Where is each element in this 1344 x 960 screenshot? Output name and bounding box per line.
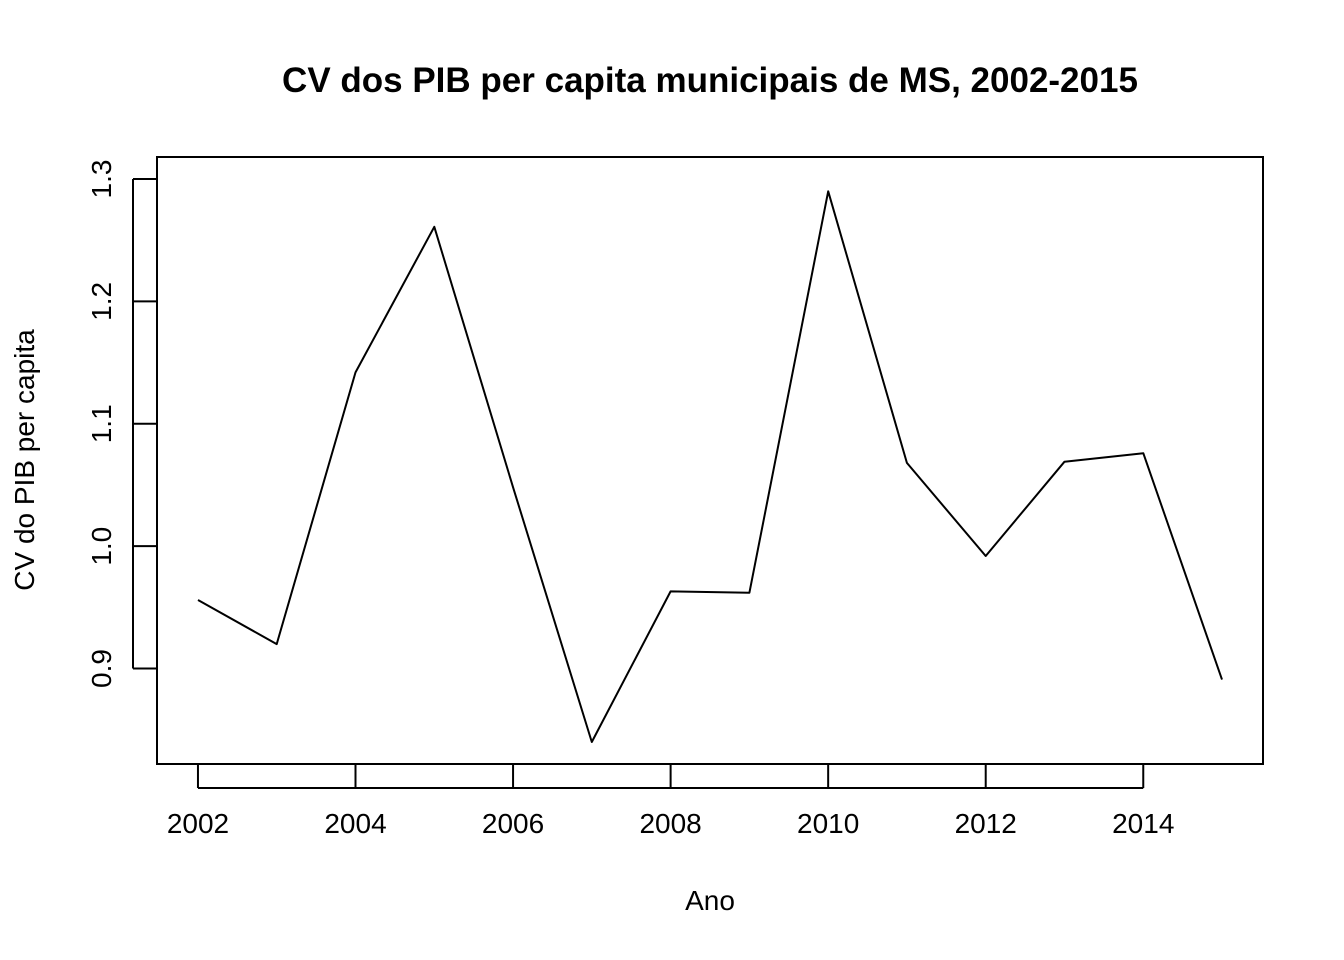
x-tick-label: 2004 (324, 808, 386, 839)
y-tick-label: 0.9 (86, 649, 117, 688)
x-tick-label: 2010 (797, 808, 859, 839)
series-line (197, 190, 1223, 743)
y-tick-label: 1.2 (86, 282, 117, 321)
y-axis-label: CV do PIB per capita (9, 329, 40, 591)
x-tick-label: 2006 (482, 808, 544, 839)
plot-frame (156, 156, 1264, 765)
x-tick-label: 2014 (1112, 808, 1174, 839)
x-axis-label: Ano (685, 885, 735, 916)
y-axis: 0.9 1.0 1.1 1.2 1.3 (86, 160, 157, 688)
y-tick-label: 1.3 (86, 160, 117, 199)
x-tick-label: 2008 (639, 808, 701, 839)
chart-title: CV dos PIB per capita municipais de MS, … (282, 61, 1138, 100)
y-tick-label: 1.0 (86, 527, 117, 566)
y-tick-label: 1.1 (86, 404, 117, 443)
x-axis: 2002 2004 2006 2008 2010 2012 2014 (167, 764, 1174, 839)
x-tick-label: 2012 (955, 808, 1017, 839)
x-tick-label: 2002 (167, 808, 229, 839)
